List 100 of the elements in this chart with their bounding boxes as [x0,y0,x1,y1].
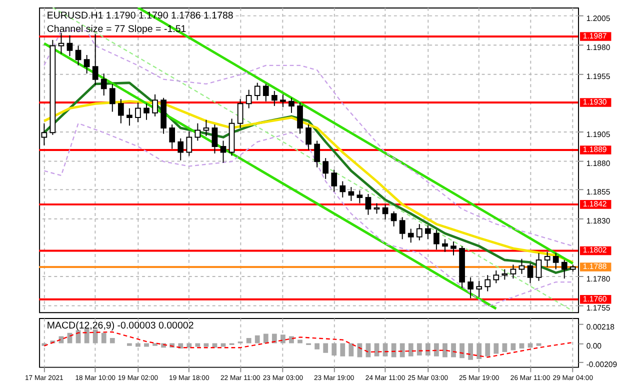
line-series [44,331,574,358]
candlestick [442,238,448,252]
ref-line-label: 1.1889 [582,144,607,154]
ref-line-label: 1.1842 [582,199,607,208]
bar [476,343,482,359]
bar [434,343,439,356]
ref-line-label: 1.1930 [582,97,608,106]
bar [272,334,277,344]
y-tick-label: 1.2005 [586,14,611,23]
bar [468,343,474,360]
ref-line-label: 1.1987 [582,31,607,40]
y-tick-label: 1.1780 [586,274,611,284]
bar [502,343,508,352]
y-tick-label: 0.00218 [586,322,614,332]
bar [408,343,414,356]
bar [144,343,149,347]
candlestick [356,190,363,204]
candlestick [246,89,252,109]
candlestick [434,229,440,250]
candlestick [348,186,354,202]
candlestick [66,34,73,57]
candlestick [194,122,201,142]
y-tick-label: 1.1905 [586,130,611,139]
candlestick [450,240,456,256]
candlestick [109,83,116,112]
candlestick [203,119,210,137]
line-series [44,122,574,307]
candlestick [144,103,150,120]
chart-title: MACD(12,26,9) -0.00003 0.00002 [46,320,194,332]
bar [220,343,226,347]
bar [323,343,328,353]
bar [136,343,140,347]
y-tick-label: 1.1880 [586,158,611,168]
candlestick [306,124,312,150]
candlestick [126,108,132,126]
bar [348,343,354,356]
candlestick [135,102,141,123]
bar [425,343,430,356]
candlestick [382,204,388,220]
bar [400,343,405,358]
candlestick [552,252,559,270]
candlestick [254,82,260,101]
candlestick [510,264,516,280]
y-tick-label: 0.00 [586,342,602,351]
candlestick [271,90,278,106]
candlestick [169,124,176,150]
candlestick [92,34,98,86]
bar [204,343,209,347]
candlestick [100,73,107,96]
bar [340,343,346,356]
y-tick-label: 1.1830 [586,216,611,226]
candlestick [484,274,491,292]
candlestick [544,251,550,268]
candlestick [493,270,500,284]
candlestick [527,263,534,284]
candlestick [468,276,474,299]
ref-line-label: 1.1788 [582,262,607,271]
candlestick [518,258,525,274]
candlestick [561,260,568,280]
bar [101,332,106,344]
candlestick [212,124,218,154]
candlestick [280,94,286,108]
bar [280,334,286,344]
candlestick [340,180,346,198]
candlestick [476,280,482,298]
candlestick [186,130,192,156]
bar [460,343,464,358]
bar [510,343,516,350]
bar [263,334,268,344]
bar [332,343,337,356]
candlestick [390,210,397,227]
bar [195,343,200,347]
bar [494,343,499,354]
candlestick [84,54,90,74]
candlestick [75,45,82,66]
bar [451,343,456,358]
y-tick-label: 1.1855 [586,188,611,197]
candlestick [58,32,64,54]
ref-line-label: 1.1802 [582,246,607,255]
candlestick [416,224,422,241]
candlestick [424,224,431,240]
bar [289,336,294,344]
y-tick-label: 1.1955 [586,72,611,81]
y-tick-label: 1.1980 [586,42,611,52]
candlestick [262,83,269,102]
candlestick [297,102,303,134]
bar [254,335,260,344]
candlestick [314,140,320,168]
candlestick [220,140,226,164]
candlestick [322,158,329,180]
bar [391,343,396,358]
candlestick [288,97,294,114]
bar [152,343,158,346]
candlestick [178,138,184,161]
bar [442,343,448,358]
candlestick [374,202,380,214]
candlestick [536,252,542,282]
bar [485,343,490,356]
bar [314,343,320,350]
bar [298,340,302,344]
